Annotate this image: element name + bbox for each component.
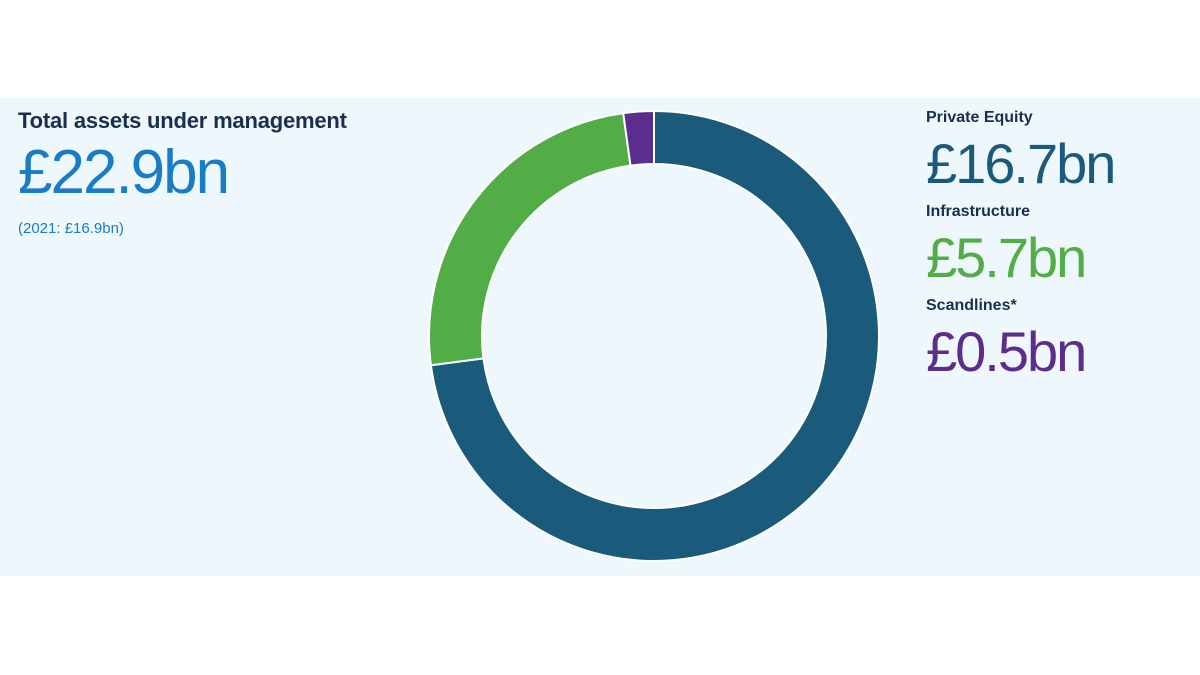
legend: Private Equity £16.7bn Infrastructure £5… bbox=[926, 108, 1116, 390]
chart-panel bbox=[0, 98, 1200, 576]
donut-slice-scandlines bbox=[622, 110, 655, 167]
prior-year-comparison: (2021: £16.9bn) bbox=[18, 220, 124, 237]
legend-label: Private Equity bbox=[926, 109, 1033, 126]
legend-item-scandlines: Scandlines* £0.5bn bbox=[926, 296, 1114, 384]
legend-item-infrastructure: Infrastructure £5.7bn bbox=[926, 202, 1114, 290]
total-value: £22.9bn bbox=[18, 138, 230, 207]
legend-label: Infrastructure bbox=[926, 203, 1031, 220]
legend-value: £0.5bn bbox=[926, 320, 1087, 383]
donut-slice-infrastructure bbox=[428, 111, 632, 367]
total-summary: Total assets under management £22.9bn (2… bbox=[18, 108, 347, 237]
legend-value: £16.7bn bbox=[926, 132, 1116, 195]
donut-chart bbox=[428, 110, 880, 562]
legend-value: £5.7bn bbox=[926, 226, 1087, 289]
total-title: Total assets under management bbox=[18, 108, 347, 133]
legend-label: Scandlines* bbox=[926, 297, 1017, 314]
donut-slice-private-equity bbox=[429, 110, 880, 562]
legend-item-private-equity: Private Equity £16.7bn bbox=[926, 108, 1116, 196]
